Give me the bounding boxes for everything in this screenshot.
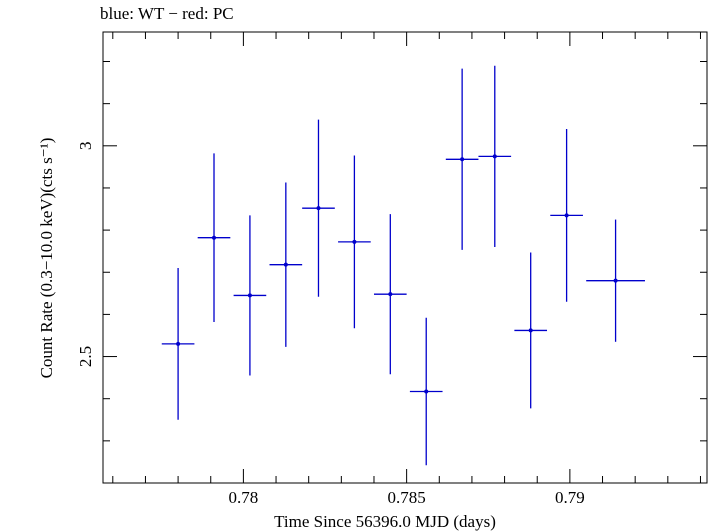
plot-frame: [102, 31, 708, 484]
point-marker: [247, 293, 252, 298]
data-point: [409, 317, 443, 466]
data-series: [161, 65, 645, 466]
data-point: [478, 65, 512, 247]
y-tick-label: 2.5: [76, 346, 95, 367]
data-point: [302, 119, 335, 297]
point-marker: [424, 389, 429, 394]
y-tick-label: 3: [76, 142, 95, 151]
data-point: [197, 153, 231, 322]
point-marker: [460, 157, 465, 162]
axis-ticks: [103, 32, 707, 484]
point-marker: [176, 341, 181, 346]
x-axis-label: Time Since 56396.0 MJD (days): [274, 512, 496, 531]
y-axis-label: Count Rate (0.3−10.0 keV)(cts s⁻¹): [37, 138, 56, 379]
data-point: [338, 155, 371, 329]
data-point: [269, 182, 303, 347]
data-point: [161, 268, 195, 420]
x-tick-label: 0.79: [555, 488, 585, 507]
data-point: [586, 219, 645, 342]
point-marker: [352, 239, 357, 244]
x-tick-label: 0.785: [388, 488, 426, 507]
data-point: [550, 128, 583, 302]
data-point: [514, 252, 548, 409]
chart-title: blue: WT − red: PC: [100, 4, 234, 23]
point-marker: [283, 262, 288, 267]
data-point: [445, 68, 479, 250]
point-marker: [212, 235, 217, 240]
point-marker: [613, 278, 618, 283]
point-marker: [528, 328, 533, 333]
point-marker: [564, 213, 569, 218]
data-point: [373, 214, 407, 375]
data-point: [233, 215, 267, 376]
point-marker: [388, 292, 393, 297]
point-marker: [316, 206, 321, 211]
x-tick-label: 0.78: [229, 488, 259, 507]
axis-tick-labels: 0.78 0.785 0.79 2.5 3: [76, 142, 585, 507]
point-marker: [492, 154, 497, 159]
